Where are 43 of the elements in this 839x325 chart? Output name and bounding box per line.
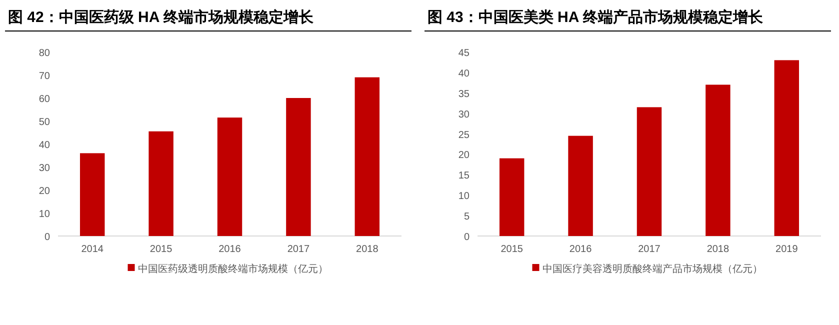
y-tick-label: 30 xyxy=(38,163,50,174)
legend-label: 中国医药级透明质酸终端市场规模（亿元） xyxy=(138,263,328,275)
y-tick-label: 15 xyxy=(458,170,470,182)
x-tick-label: 2015 xyxy=(150,244,173,255)
y-tick-label: 70 xyxy=(38,71,50,82)
y-tick-label: 0 xyxy=(44,232,50,243)
y-tick-label: 40 xyxy=(458,68,470,80)
y-tick-label: 50 xyxy=(38,117,50,128)
bar xyxy=(774,60,800,236)
bar xyxy=(354,77,380,236)
legend-label: 中国医疗美容透明质酸终端产品市场规模（亿元） xyxy=(542,263,762,275)
x-tick-label: 2016 xyxy=(569,244,592,255)
x-tick-label: 2017 xyxy=(287,244,310,255)
x-tick-label: 2019 xyxy=(776,244,798,255)
bar xyxy=(568,136,593,236)
x-tick-label: 2015 xyxy=(500,244,524,255)
y-tick-label: 35 xyxy=(458,88,470,100)
bar xyxy=(217,118,242,236)
bar xyxy=(499,158,524,236)
y-tick-label: 80 xyxy=(38,48,50,59)
y-tick-label: 20 xyxy=(38,186,50,197)
y-tick-label: 25 xyxy=(458,130,470,141)
chart-title: 图 43：中国医美类 HA 终端产品市场规模稳定增长 xyxy=(428,8,764,26)
bar xyxy=(636,107,662,236)
x-tick-label: 2018 xyxy=(706,244,730,255)
bar xyxy=(286,98,311,236)
y-tick-label: 10 xyxy=(458,191,470,202)
y-tick-label: 60 xyxy=(38,94,50,105)
y-tick-label: 30 xyxy=(458,109,470,120)
y-tick-label: 5 xyxy=(464,212,470,223)
x-tick-label: 2016 xyxy=(218,244,242,255)
x-tick-label: 2017 xyxy=(638,244,661,255)
x-tick-label: 2018 xyxy=(356,244,379,255)
chart-title: 图 42：中国医药级 HA 终端市场规模稳定增长 xyxy=(8,8,314,26)
y-tick-label: 10 xyxy=(38,209,50,220)
y-tick-label: 40 xyxy=(38,140,50,151)
y-tick-label: 45 xyxy=(458,48,470,59)
y-tick-label: 0 xyxy=(464,232,470,243)
bar xyxy=(706,84,730,236)
x-tick-label: 2014 xyxy=(81,244,104,255)
bar xyxy=(80,153,105,236)
bar xyxy=(148,131,174,236)
y-tick-label: 20 xyxy=(458,150,470,162)
